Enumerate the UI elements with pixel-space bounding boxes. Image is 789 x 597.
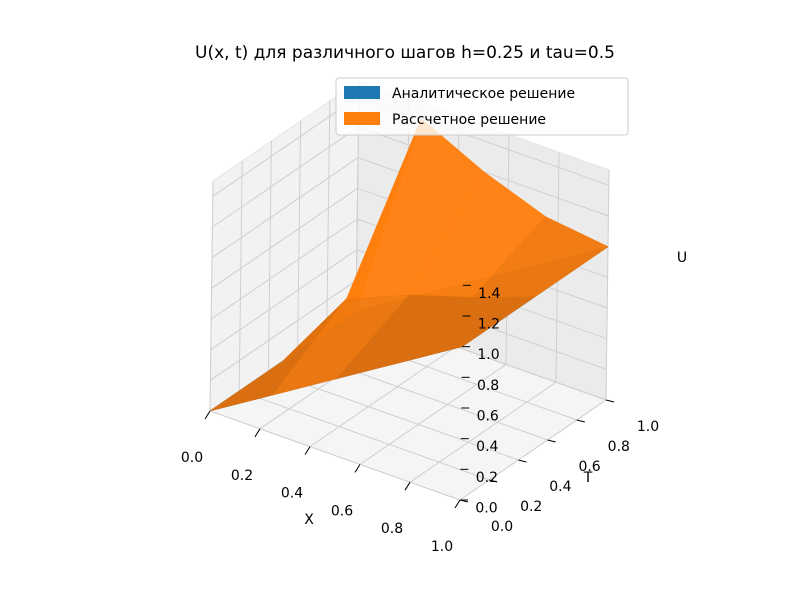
z-tick-label: 0.0: [475, 500, 497, 516]
grid-line-z-left: [210, 249, 358, 351]
legend-frame: [335, 77, 629, 136]
grid-line-t: [239, 390, 490, 481]
grid-line-t-left: [209, 180, 214, 412]
z-tick-label: 1.2: [478, 316, 500, 332]
legend-swatch-analytic: [344, 86, 380, 99]
legend-label-analytic: Аналитическое решение: [392, 86, 575, 102]
x-tick-mark: [304, 446, 311, 455]
x-tick-mark: [404, 481, 411, 491]
z-tick-label: 1.4: [478, 286, 500, 302]
axis-ticks: 0.0 0.2 0.4 0.6 0.8 1.0 0.0 0.2 0.4 0.6 0.8 1.0 0.0 0…: [181, 284, 659, 555]
x-tick-mark: [254, 428, 261, 438]
x-tick-label: 1.0: [431, 539, 453, 555]
y-tick-mark: [576, 419, 585, 423]
grid-line-z-left: [211, 187, 358, 289]
grid-line-x: [359, 363, 507, 465]
y-tick-label: 0.6: [578, 459, 600, 475]
y-tick-mark: [547, 439, 556, 443]
y-tick-label: 0.4: [549, 479, 571, 495]
x-tick-mark: [354, 464, 361, 473]
grid-line-t-left: [267, 140, 272, 372]
grid-line-t-left: [297, 120, 302, 352]
legend: Аналитическое решение Рассчетное решение: [335, 77, 629, 136]
grid-line-t: [209, 410, 461, 501]
y-axis-label: T: [583, 470, 593, 486]
x-tick-label: 0.6: [331, 503, 353, 519]
surface-plot: [209, 118, 609, 412]
y-tick-label: 0.8: [608, 439, 630, 455]
computed-surface-patch: [398, 296, 536, 364]
x-tick-mark: [454, 499, 461, 509]
grid-line-z-left: [211, 157, 359, 259]
z-tick-label: 0.6: [477, 408, 499, 424]
x-tick-mark: [204, 410, 211, 420]
z-tick-label: 1.0: [477, 347, 499, 363]
grid-line-z-left: [212, 95, 360, 197]
y-tick-label: 0.2: [520, 499, 542, 515]
x-tick-label: 0.0: [181, 450, 203, 466]
grid-line-t: [268, 370, 519, 461]
grid-line-x: [309, 346, 457, 448]
grid-line-x: [409, 381, 557, 483]
y-tick-label: 1.0: [637, 419, 659, 435]
z-tick-label: 0.8: [477, 378, 499, 394]
grid-line-t-left: [238, 160, 243, 392]
x-tick-label: 0.8: [381, 521, 403, 537]
grid-line-z-left: [212, 126, 359, 228]
z-tick-label: 0.2: [476, 470, 498, 486]
grid-line-x-back: [605, 169, 610, 401]
chart-title: U(x, t) для различного шагов h=0.25 и ta…: [195, 43, 615, 63]
z-axis-label: U: [677, 250, 687, 266]
legend-label-computed: Рассчетное решение: [392, 112, 546, 128]
z-tick-label: 0.4: [476, 439, 498, 455]
y-tick-label: 0.0: [491, 519, 513, 535]
x-tick-label: 0.4: [281, 486, 303, 502]
legend-swatch-computed: [344, 112, 380, 125]
grid-line-x: [459, 399, 607, 501]
y-tick-mark: [489, 479, 498, 483]
y-tick-mark: [605, 399, 615, 403]
grid-line-z-left: [210, 279, 357, 381]
grid-line-t-left: [326, 100, 331, 332]
x-axis-label: X: [304, 512, 314, 528]
grid-line-z-left: [210, 218, 358, 320]
x-tick-label: 0.2: [231, 468, 253, 484]
y-tick-mark: [518, 459, 527, 463]
